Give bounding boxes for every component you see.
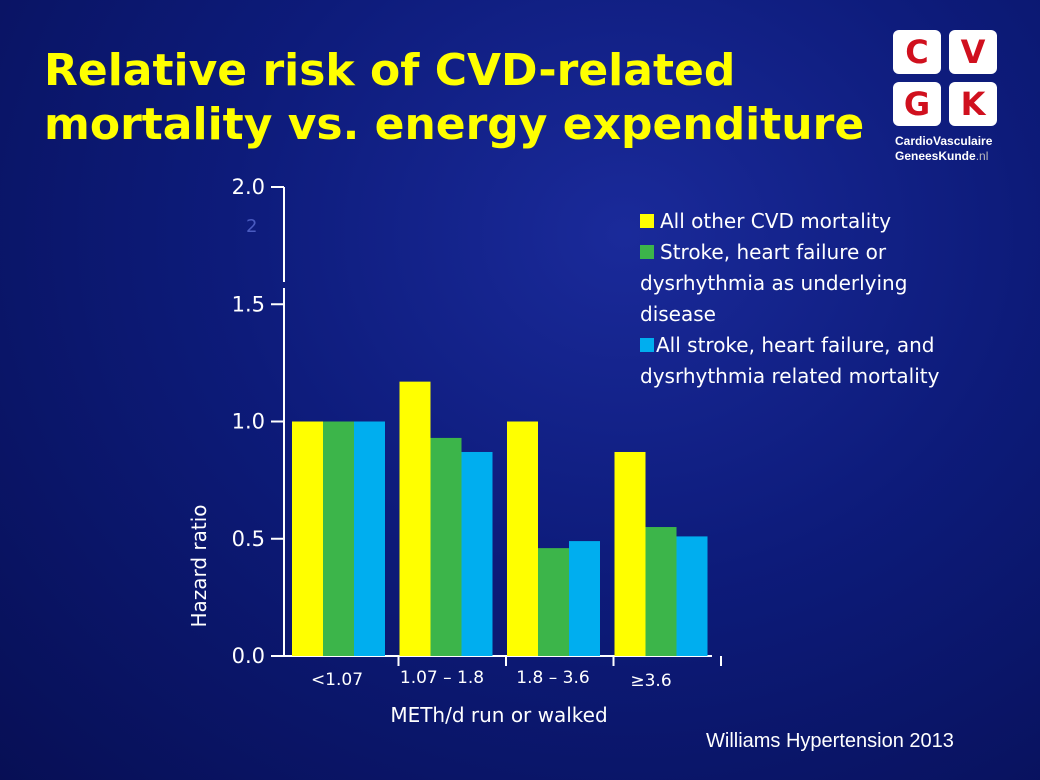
bar-3-4 — [676, 536, 708, 656]
legend-item-related: All stroke, heart failure, and — [640, 330, 980, 361]
legend-label-other-cvd: All other CVD mortality — [660, 209, 892, 233]
logo-tile-g: G — [893, 82, 941, 126]
chart-y-ticks: 0.0 0.5 1.0 1.5 2.0 — [232, 175, 284, 668]
chart-x-ticks: <1.07 1.07 – 1.8 1.8 – 3.6 ≥3.6 — [311, 656, 722, 691]
cvgk-logo: C V G K CardioVasculaire GeneesKunde.nl — [893, 30, 1003, 170]
legend-label-underlying-1: Stroke, heart failure or — [660, 240, 887, 264]
logo-text-line2-main: GeneesKunde — [895, 149, 976, 163]
logo-tile-v: V — [949, 30, 997, 74]
x-tick-label: 1.8 – 3.6 — [516, 668, 589, 688]
bar-3-2 — [461, 451, 493, 656]
logo-tiles: C V G K — [893, 30, 997, 128]
bar-1-3 — [507, 421, 538, 656]
y-axis-label: Hazard ratio — [187, 504, 211, 627]
logo-tile-k: K — [949, 82, 997, 126]
x-tick-label: ≥3.6 — [630, 671, 671, 691]
bar-2-3 — [538, 548, 569, 656]
legend-swatch-blue — [640, 338, 654, 352]
logo-text: CardioVasculaire GeneesKunde.nl — [895, 134, 1005, 164]
slide-title-line2: mortality vs. energy expenditure — [44, 99, 865, 150]
source-citation: Williams Hypertension 2013 — [706, 730, 954, 752]
legend-label-underlying-2: dysrhythmia as underlying — [640, 271, 908, 295]
slide-title: Relative risk of CVD-related mortality v… — [44, 44, 924, 152]
bar-1-2 — [399, 381, 431, 656]
logo-tile-c: C — [893, 30, 941, 74]
y-tick-label: 0.0 — [232, 644, 265, 668]
x-tick-label: <1.07 — [311, 670, 363, 690]
legend-label-related-2: dysrhythmia related mortality — [640, 364, 940, 388]
y-tick-label: 1.0 — [232, 410, 265, 434]
x-tick-label: 1.07 – 1.8 — [400, 668, 484, 688]
bar-1-1 — [292, 421, 323, 656]
chart-bars — [292, 381, 708, 656]
legend-item-other-cvd: All other CVD mortality — [640, 206, 980, 237]
logo-text-line2: GeneesKunde.nl — [895, 149, 1005, 164]
legend-label-underlying-3: disease — [640, 302, 716, 326]
bar-3-1 — [354, 421, 385, 656]
y-tick-label: 1.5 — [232, 292, 265, 316]
x-axis-label: METh/d run or walked — [390, 703, 607, 727]
logo-text-line2-suffix: .nl — [975, 149, 989, 163]
chart-legend: All other CVD mortality Stroke, heart fa… — [640, 206, 980, 392]
legend-swatch-yellow — [640, 214, 654, 228]
faint-tick-artifact: 2 — [246, 216, 257, 237]
bar-1-4 — [614, 451, 646, 656]
legend-label-related-1: All stroke, heart failure, and — [656, 333, 935, 357]
bar-2-2 — [430, 437, 462, 656]
legend-swatch-green — [640, 245, 654, 259]
bar-2-4 — [645, 527, 677, 656]
bar-2-1 — [323, 421, 354, 656]
slide-title-line1: Relative risk of CVD-related — [44, 45, 736, 96]
logo-text-line1: CardioVasculaire — [895, 134, 993, 148]
y-tick-label: 2.0 — [232, 175, 265, 199]
legend-item-underlying: Stroke, heart failure or — [640, 237, 980, 268]
y-tick-label: 0.5 — [232, 527, 265, 551]
bar-3-3 — [569, 541, 600, 656]
